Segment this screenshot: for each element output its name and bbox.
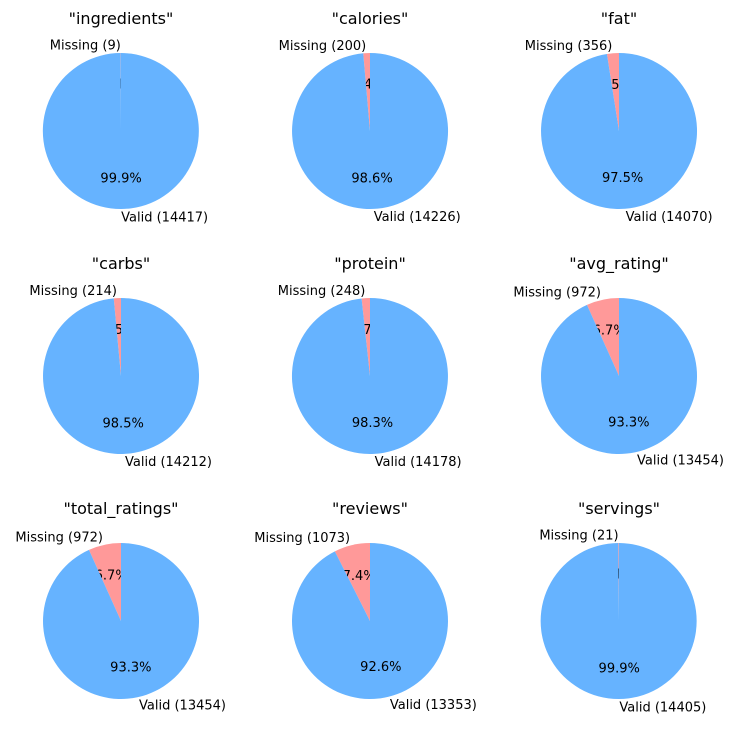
pie-slice [334,543,370,621]
slice-percent-label: 93.3% [110,660,151,675]
pie-slice [541,297,698,454]
pie-panel: "total_ratings" Missing (972) 6.7% Valid (1… [15,499,226,713]
pie-slice [113,298,121,376]
pie-slice [618,542,619,621]
slice-percent-label: 6.7% [593,324,626,339]
slice-percent-label: 98.3% [352,416,393,431]
slice-percent-label: 98.5% [103,416,144,431]
pie-title: "protein" [334,254,406,273]
pie-panel: "carbs"Missing (214)1.5%Valid (14212)98.… [29,254,212,470]
pie-slice [292,52,449,209]
pie-title: "reviews" [332,499,408,518]
slice-label: Missing (972) [513,286,601,301]
slice-label: Valid (14070) [626,210,713,225]
pie-slice [88,543,121,621]
pie-title: "avg_rating" [569,254,669,274]
pie-slice [541,53,698,209]
slice-label: Valid (14417) [121,210,208,225]
pie-title: "total_ratings" [63,499,178,519]
pie-panel: "protein"Missing (248)1.7%Valid (14178)9… [278,254,462,470]
pie-title: "servings" [578,499,660,518]
slice-percent-label: 92.6% [360,660,401,675]
pie-slice [291,543,448,699]
slice-label: Valid (13454) [139,698,226,713]
pie-title: "calories" [332,9,409,28]
slice-percent-label: 99.9% [100,171,141,186]
slice-percent-label: 93.3% [608,415,649,430]
slice-percent-label: 7.4% [343,569,376,584]
slice-label: Missing (9) [50,39,121,54]
slice-label: Valid (14212) [125,455,212,470]
slice-percent-label: 99.9% [599,661,640,676]
slice-label: Missing (248) [278,284,366,299]
pie-slice [43,543,200,699]
slice-label: Missing (972) [15,531,103,546]
pie-slice [43,298,200,454]
slice-percent-label: 98.6% [351,171,392,186]
slice-label: Valid (14226) [374,210,461,225]
pie-slice [42,53,199,209]
pie-slice [291,298,448,454]
pie-panel: "ingredients"Missing (9)0.1%Valid (14417… [42,9,208,225]
pie-title: "ingredients" [69,9,174,28]
pie-slice [606,53,619,131]
pie-panel: "fat"Missing (356)2.5%Valid (14070)97.5% [525,9,713,225]
pie-panel: "avg_rating" Missing (972) 6.7% Valid (1345… [513,254,724,468]
slice-label: Missing (21) [539,529,618,544]
pie-slice [540,543,697,699]
pie-title: "carbs" [92,254,150,273]
slice-label: Missing (200) [279,39,367,54]
pie-panel: "reviews" Missing (1073) 7.4% Valid (13353)… [254,499,477,713]
pie-panel: "calories"Missing (200)1.4%Valid (14226)… [279,9,461,225]
slice-percent-label: 6.7% [95,569,128,584]
pie-slice [586,298,619,376]
pie-title: "fat" [601,9,637,28]
slice-label: Valid (13353) [390,698,477,713]
slice-label: Missing (214) [29,284,117,299]
slice-label: Missing (1073) [254,531,350,546]
pie-slice [363,53,370,131]
pie-panel: "servings"Missing (21)0.1%Valid (14405)9… [539,499,706,715]
slice-percent-label: 97.5% [602,171,643,186]
slice-label: Valid (13454) [637,453,724,468]
slice-label: Missing (356) [525,39,613,54]
pie-slice [361,297,370,376]
slice-label: Valid (14405) [619,700,706,715]
slice-label: Valid (14178) [375,455,462,470]
